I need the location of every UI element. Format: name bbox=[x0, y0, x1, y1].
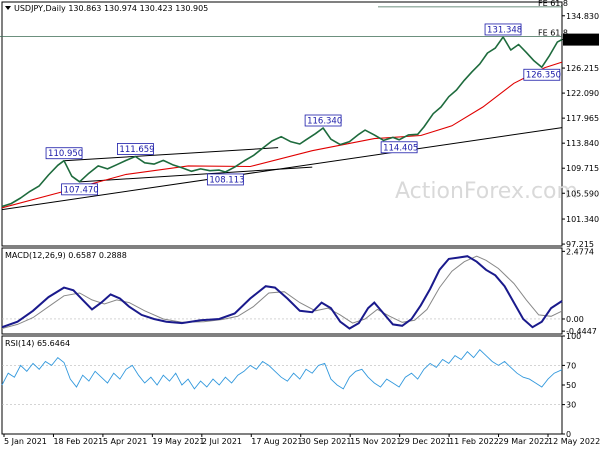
x-tick-label: 18 Feb 2021 bbox=[53, 437, 103, 446]
price-y-tick-label: 97.215 bbox=[566, 240, 594, 249]
swing-label-text: 114.405 bbox=[383, 143, 418, 153]
x-tick-label: 15 Nov 2021 bbox=[350, 437, 401, 446]
swing-label: 108.113 bbox=[206, 173, 245, 186]
swing-label-box bbox=[304, 114, 342, 127]
price-y-tick-label: 105.590 bbox=[566, 189, 599, 198]
price-y-tick-label: 126.215 bbox=[566, 64, 599, 73]
swing-label-text: 131.348 bbox=[487, 25, 522, 35]
rsi-y-tick-label: 70 bbox=[566, 361, 576, 370]
chevron-down-icon bbox=[5, 6, 11, 10]
rsi-y-tick-label: 50 bbox=[566, 381, 576, 390]
trendline-lower-channel bbox=[79, 166, 313, 183]
swing-label-box bbox=[523, 68, 561, 81]
swing-label-box bbox=[61, 183, 98, 196]
price-line bbox=[1, 36, 563, 208]
rsi-label: RSI(14) 65.6464 bbox=[5, 339, 70, 348]
swing-label: 111.659 bbox=[117, 143, 155, 155]
swing-label-text: 116.340 bbox=[307, 117, 342, 127]
swing-label: 126.350 bbox=[523, 68, 561, 81]
macd-y-tick-label: 2.4774 bbox=[566, 247, 594, 256]
swing-label-text: 108.113 bbox=[209, 175, 244, 185]
price-y-tick-label: 134.830 bbox=[566, 12, 599, 21]
x-tick-label: 5 Jan 2021 bbox=[4, 437, 47, 446]
x-tick-label: 30 Sep 2021 bbox=[301, 437, 352, 446]
ema-line bbox=[1, 61, 563, 209]
price-y-tick-label: 113.840 bbox=[566, 139, 599, 148]
rsi-y-tick-label: 0 bbox=[566, 430, 571, 439]
x-tick-label: 19 May 2021 bbox=[152, 437, 204, 446]
fib-level-label: FE 61.8 bbox=[538, 0, 568, 8]
rsi-y-tick-label: 30 bbox=[566, 401, 576, 410]
x-tick-label: 29 Dec 2021 bbox=[400, 437, 451, 446]
price-y-tick-label: 109.715 bbox=[566, 164, 599, 173]
swing-label-text: 107.470 bbox=[64, 185, 99, 195]
swing-label-text: 126.350 bbox=[526, 71, 561, 81]
swing-label-box bbox=[117, 143, 154, 155]
macd-y-tick-label: -0.4447 bbox=[566, 327, 597, 336]
swing-label: 114.405 bbox=[380, 141, 418, 154]
swing-label-box bbox=[484, 23, 522, 36]
swing-label-box bbox=[380, 141, 418, 154]
macd-line bbox=[1, 255, 563, 330]
x-tick-label: 17 Aug 2021 bbox=[251, 437, 302, 446]
price-y-tick-label: 101.340 bbox=[566, 215, 599, 224]
macd-y-tick-label: 0.00 bbox=[566, 315, 584, 324]
swing-label-box bbox=[206, 173, 244, 186]
price-y-axis: 134.830 126.215 122.090 117.965 113.840 109.7… bbox=[562, 12, 599, 249]
last-price-box bbox=[563, 33, 599, 46]
price-y-tick-label: 122.090 bbox=[566, 89, 599, 98]
x-tick-label: 29 Mar 2022 bbox=[499, 437, 550, 446]
price-panel-frame bbox=[1, 1, 563, 247]
x-tick-label: 11 Feb 2022 bbox=[449, 437, 499, 446]
trendline-upper-channel bbox=[64, 147, 279, 162]
swing-label: 110.950 bbox=[45, 147, 83, 160]
rsi-y-tick-label: 100 bbox=[566, 332, 581, 341]
rsi-line bbox=[1, 349, 563, 390]
x-tick-label: 12 May 2022 bbox=[548, 437, 600, 446]
swing-label-box bbox=[45, 147, 83, 160]
swing-label-text: 110.950 bbox=[48, 149, 83, 159]
chart-header: USDJPY,Daily 130.863 130.974 130.423 130… bbox=[14, 4, 208, 13]
swing-label: 116.340 bbox=[304, 114, 342, 127]
swing-label: 131.348 bbox=[484, 23, 522, 36]
swing-label-text: 111.659 bbox=[119, 145, 154, 155]
last-price-label: 130.905 bbox=[565, 36, 598, 45]
price-y-tick-label: 117.965 bbox=[566, 114, 599, 123]
swing-label: 107.470 bbox=[61, 183, 99, 196]
watermark: ActionForex.com bbox=[395, 179, 578, 204]
fib-level-label: FE 61.8 bbox=[538, 29, 568, 38]
x-tick-label: 2 Jul 2021 bbox=[202, 437, 242, 446]
x-tick-label: 5 Apr 2021 bbox=[103, 437, 147, 446]
macd-label: MACD(12,26,9) 0.6587 0.2888 bbox=[5, 251, 127, 260]
macd-panel-frame bbox=[1, 247, 563, 335]
